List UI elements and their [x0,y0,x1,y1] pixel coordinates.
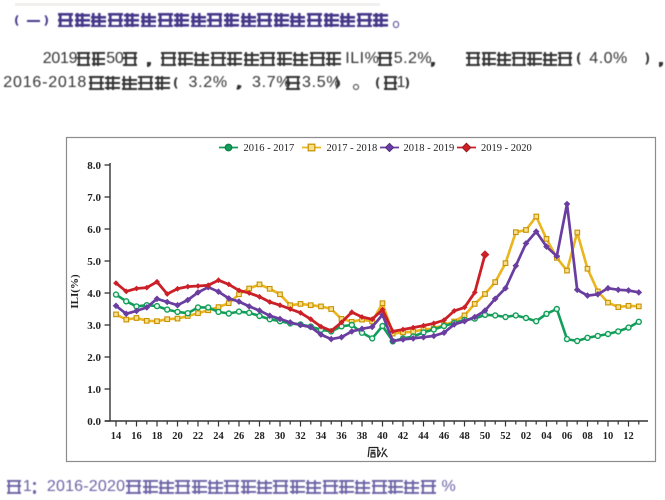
svg-text:24: 24 [213,431,224,442]
svg-text:30: 30 [275,431,286,442]
svg-text:8.0: 8.0 [87,160,101,172]
svg-text:22: 22 [193,431,204,442]
svg-text:40: 40 [377,431,388,442]
svg-text:2017 - 2018: 2017 - 2018 [327,143,378,154]
svg-text:26: 26 [234,431,245,442]
svg-text:42: 42 [398,431,409,442]
svg-text:16: 16 [131,431,142,442]
svg-text:6.0: 6.0 [87,224,101,236]
svg-text:2016 - 2017: 2016 - 2017 [244,143,295,154]
svg-text:ILI(%): ILI(%) [69,274,81,309]
svg-text:02: 02 [521,431,532,442]
svg-text:50: 50 [480,431,491,442]
svg-text:12: 12 [623,431,634,442]
svg-text:2.0: 2.0 [87,352,101,364]
svg-text:04: 04 [541,431,552,442]
svg-text:28: 28 [254,431,265,442]
svg-text:06: 06 [562,431,573,442]
svg-text:4.0: 4.0 [87,288,101,300]
svg-text:46: 46 [439,431,450,442]
svg-text:2018 - 2019: 2018 - 2019 [404,143,455,154]
svg-text:32: 32 [295,431,306,442]
svg-text:0.0: 0.0 [87,416,101,428]
svg-text:14: 14 [111,431,122,442]
svg-text:2019 - 2020: 2019 - 2020 [481,143,532,154]
svg-text:7.0: 7.0 [87,192,101,204]
svg-text:1.0: 1.0 [87,384,101,396]
svg-text:10: 10 [603,431,614,442]
svg-text:44: 44 [418,431,429,442]
svg-text:3.0: 3.0 [87,320,101,332]
svg-text:52: 52 [500,431,511,442]
svg-text:36: 36 [336,431,347,442]
svg-text:48: 48 [459,431,470,442]
svg-text:34: 34 [316,431,327,442]
svg-text:38: 38 [357,431,368,442]
svg-text:20: 20 [172,431,183,442]
svg-text:18: 18 [152,431,163,442]
svg-text:5.0: 5.0 [87,256,101,268]
svg-text:08: 08 [582,431,593,442]
